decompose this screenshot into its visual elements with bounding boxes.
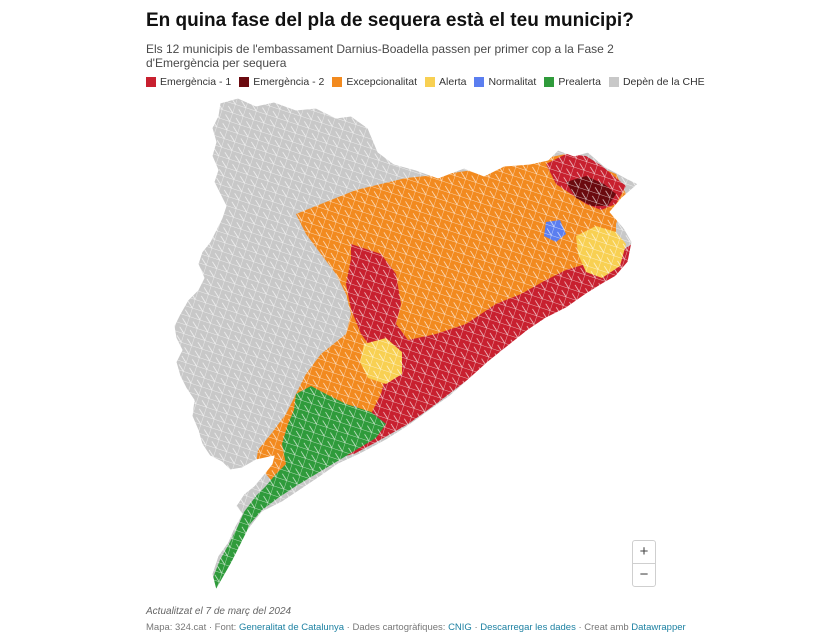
legend-swatch — [608, 77, 619, 87]
map-regions — [174, 98, 638, 590]
legend-item-excepcionalitat: Excepcionalitat — [332, 76, 417, 88]
catalonia-map[interactable] — [146, 94, 666, 594]
legend-swatch — [332, 77, 343, 87]
zoom-in-button[interactable]: + — [639, 543, 649, 560]
cnig-link[interactable]: CNIG — [448, 622, 472, 633]
page-title: En quina fase del pla de sequera està el… — [146, 10, 634, 31]
legend-label: Emergència - 1 — [160, 76, 232, 88]
legend-item-depen-che: Depèn de la CHE — [608, 76, 705, 88]
catalonia-outline — [173, 97, 639, 592]
legend-swatch — [425, 77, 436, 87]
legend-item-prealerta: Prealerta — [544, 76, 601, 88]
updated-note: Actualitzat el 7 de març del 2024 — [146, 606, 292, 617]
legend-swatch — [146, 77, 156, 87]
map-credit: Mapa: 324.cat · Font: — [146, 622, 239, 633]
legend-label: Excepcionalitat — [346, 76, 418, 88]
separator: · — [471, 622, 481, 633]
datawrapper-link[interactable]: Datawrapper — [631, 622, 686, 633]
source-link[interactable]: Generalitat de Catalunya — [238, 622, 345, 633]
legend-item-emergencia-1: Emergència - 1 — [146, 76, 231, 88]
carto-prefix: · Dades cartogràfiques: — [344, 622, 449, 633]
legend-label: Prealerta — [558, 76, 601, 88]
legend-label: Alerta — [439, 76, 467, 88]
legend-swatch — [239, 77, 250, 87]
footer-credits: Mapa: 324.cat · Font: Generalitat de Cat… — [146, 622, 686, 633]
zoom-controls: + − — [632, 540, 656, 587]
legend-item-normalitat: Normalitat — [474, 76, 536, 88]
legend-item-emergencia-2: Emergència - 2 — [239, 76, 324, 88]
legend-label: Emergència - 2 — [253, 76, 325, 88]
download-data-link[interactable]: Descarregar les dades — [480, 622, 576, 633]
page-subtitle: Els 12 municipis de l'embassament Darniu… — [146, 42, 614, 70]
legend-item-alerta: Alerta — [425, 76, 466, 88]
legend-swatch — [544, 77, 555, 87]
legend-label: Normalitat — [488, 76, 537, 88]
legend: Emergència - 1 Emergència - 2 Excepciona… — [146, 76, 713, 88]
municipal-borders — [174, 98, 638, 590]
created-prefix: · Creat amb — [575, 622, 632, 633]
legend-label: Depèn de la CHE — [622, 76, 705, 88]
legend-swatch — [474, 77, 485, 87]
zoom-out-button[interactable]: − — [633, 563, 655, 586]
